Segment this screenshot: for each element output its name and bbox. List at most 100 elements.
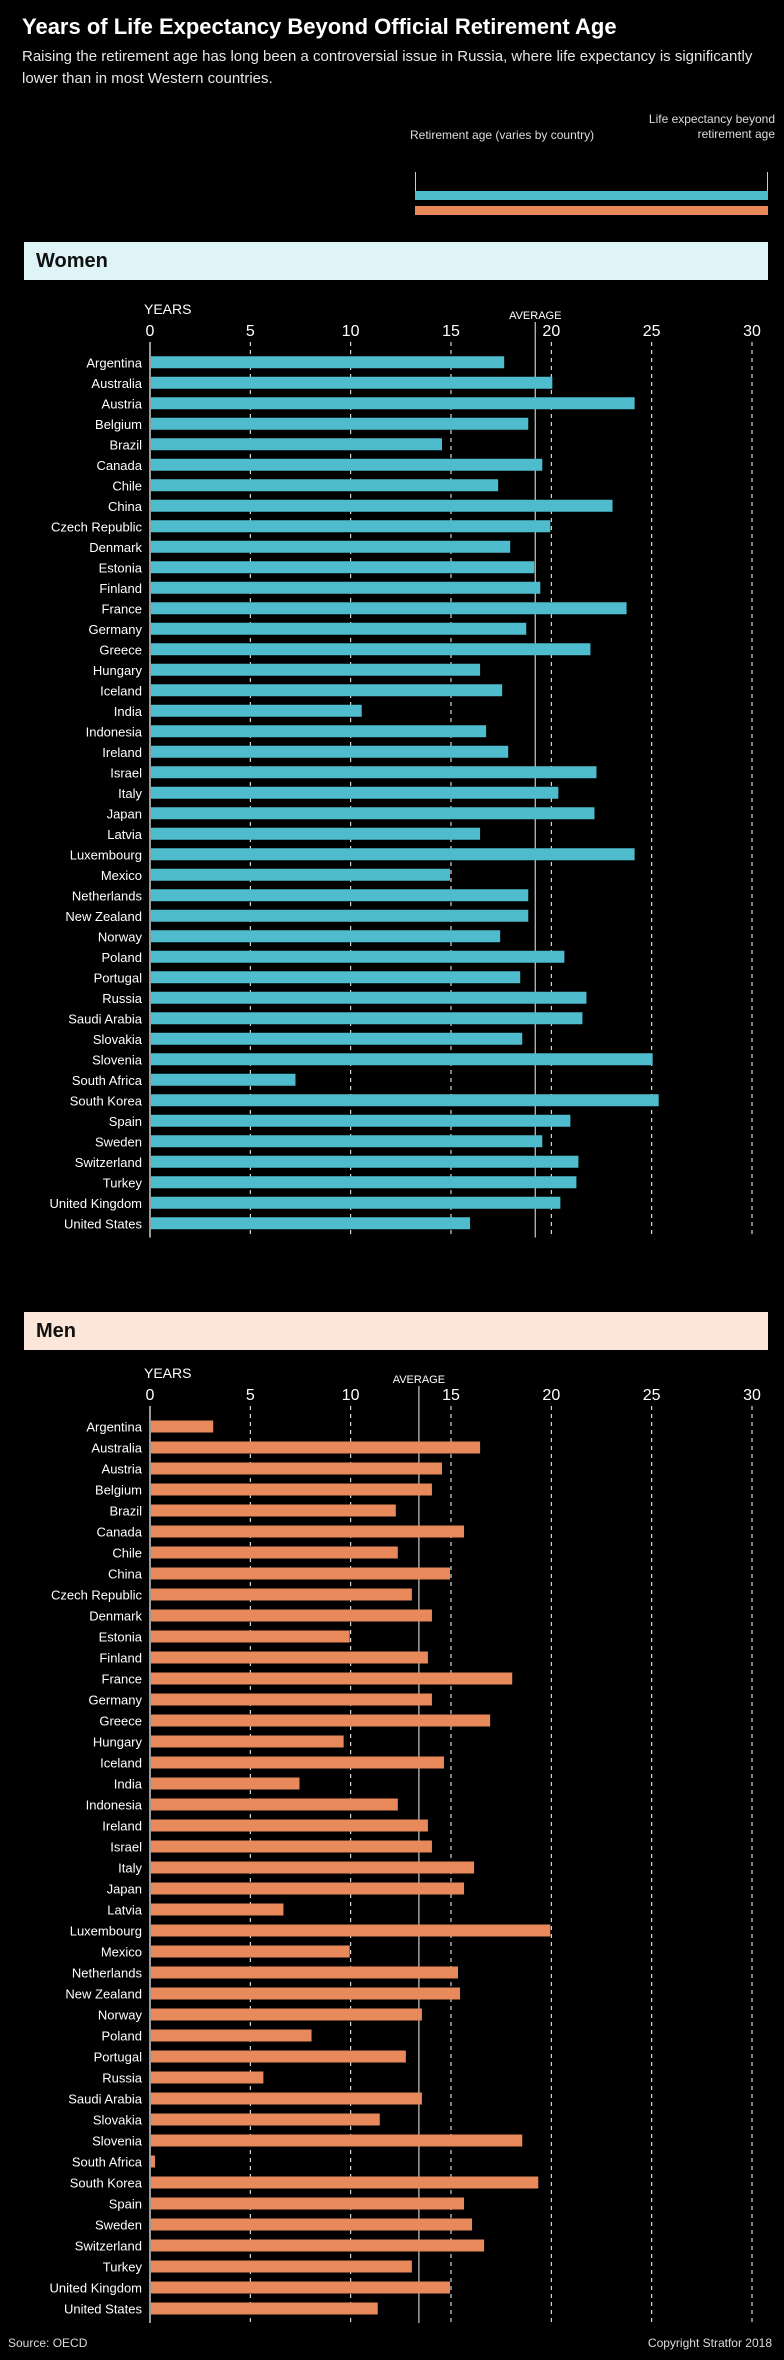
men-bar-iceland [151, 1756, 444, 1769]
women-bar-greece [151, 643, 591, 656]
men-bar-chile [151, 1546, 398, 1559]
men-label-ireland: Ireland [102, 1819, 142, 1834]
women-bar-czech-republic [151, 520, 551, 533]
men-bar-germany [151, 1693, 432, 1706]
women-label-mexico: Mexico [101, 868, 142, 883]
women-label-netherlands: Netherlands [72, 888, 143, 903]
men-bar-japan [151, 1882, 465, 1895]
women-label-latvia: Latvia [107, 827, 142, 842]
men-label-estonia: Estonia [99, 1630, 143, 1645]
men-label-norway: Norway [98, 2008, 143, 2023]
men-bar-south-korea [151, 2176, 539, 2189]
women-label-belgium: Belgium [95, 417, 142, 432]
men-bar-portugal [151, 2050, 406, 2063]
women-tick-label: 0 [146, 323, 155, 340]
women-bar-iceland [151, 684, 503, 697]
men-bar-argentina [151, 1420, 214, 1433]
men-bar-netherlands [151, 1966, 459, 1979]
women-bar-india [151, 704, 362, 717]
women-label-germany: Germany [89, 622, 143, 637]
women-bar-indonesia [151, 725, 487, 738]
women-label-estonia: Estonia [99, 560, 143, 575]
men-tick-label: 15 [442, 1387, 460, 1404]
men-bar-austria [151, 1462, 442, 1475]
men-bar-australia [151, 1441, 481, 1454]
women-label-denmark: Denmark [89, 540, 142, 555]
women-tick-label: 15 [442, 323, 460, 340]
women-label-united-kingdom: United Kingdom [50, 1196, 143, 1211]
men-bar-turkey [151, 2260, 412, 2273]
legend-women-bar [415, 191, 768, 200]
men-bar-china [151, 1567, 450, 1580]
women-label-new-zealand: New Zealand [65, 909, 142, 924]
women-bar-south-africa [151, 1073, 296, 1086]
women-bar-china [151, 499, 613, 512]
men-bar-chart: YEARS 0 5 10 15 20 25 30 AVERAGE Argentina Austral… [50, 1365, 761, 2323]
men-tick-label: 0 [146, 1387, 155, 1404]
men-label-mexico: Mexico [101, 1945, 142, 1960]
women-bar-denmark [151, 540, 511, 553]
men-bar-canada [151, 1525, 465, 1538]
women-bar-portugal [151, 971, 521, 984]
men-bar-switzerland [151, 2239, 485, 2252]
women-label-brazil: Brazil [109, 437, 142, 452]
men-label-united-kingdom: United Kingdom [50, 2281, 143, 2296]
men-average-label: AVERAGE [393, 1374, 445, 1386]
women-label-austria: Austria [102, 396, 143, 411]
women-bar-hungary [151, 663, 481, 676]
women-label-czech-republic: Czech Republic [51, 519, 143, 534]
women-bar-austria [151, 397, 635, 410]
men-bar-slovakia [151, 2113, 380, 2126]
men-label-finland: Finland [99, 1651, 142, 1666]
men-bar-brazil [151, 1504, 396, 1517]
men-label-switzerland: Switzerland [75, 2239, 142, 2254]
men-bar-new-zealand [151, 1987, 461, 2000]
men-axis-label: YEARS [144, 1365, 191, 1381]
women-label-greece: Greece [99, 642, 142, 657]
women-label-iceland: Iceland [100, 683, 142, 698]
women-label-turkey: Turkey [103, 1175, 143, 1190]
women-bar-mexico [151, 868, 450, 881]
women-label-france: France [102, 601, 142, 616]
legend-retirement-age-label: Retirement age (varies by country) [410, 128, 595, 142]
men-label-canada: Canada [96, 1525, 142, 1540]
women-bar-brazil [151, 438, 442, 451]
women-bar-netherlands [151, 889, 529, 902]
men-tick-label: 20 [542, 1387, 560, 1404]
women-bar-belgium [151, 417, 529, 430]
women-tick-label: 20 [542, 323, 560, 340]
men-label-italy: Italy [118, 1861, 142, 1876]
men-bar-russia [151, 2071, 264, 2084]
men-bar-france [151, 1672, 513, 1685]
women-bar-japan [151, 807, 595, 820]
men-label-chile: Chile [112, 1546, 142, 1561]
men-label-netherlands: Netherlands [72, 1966, 143, 1981]
men-label-argentina: Argentina [86, 1420, 142, 1435]
men-bar-mexico [151, 1945, 350, 1958]
men-bar-norway [151, 2008, 422, 2021]
men-bar-latvia [151, 1903, 284, 1916]
men-bar-united-states [151, 2302, 378, 2315]
men-label-belgium: Belgium [95, 1483, 142, 1498]
women-label-china: China [108, 499, 143, 514]
women-label-finland: Finland [99, 581, 142, 596]
women-label-italy: Italy [118, 786, 142, 801]
men-label-hungary: Hungary [93, 1735, 143, 1750]
men-bar-sweden [151, 2218, 473, 2231]
men-bar-czech-republic [151, 1588, 412, 1601]
women-tick-label: 10 [342, 323, 360, 340]
men-panel-header: Men [24, 1312, 768, 1350]
women-bar-switzerland [151, 1155, 579, 1168]
women-label-luxembourg: Luxembourg [70, 847, 142, 862]
women-bar-slovenia [151, 1053, 653, 1066]
women-label-chile: Chile [112, 478, 142, 493]
men-bar-ireland [151, 1819, 428, 1832]
women-bar-poland [151, 950, 565, 963]
women-bar-norway [151, 930, 501, 943]
women-bar-slovakia [151, 1032, 523, 1045]
women-panel-header: Women [24, 242, 768, 280]
men-label-saudi-arabia: Saudi Arabia [68, 2092, 142, 2107]
men-tick-label: 10 [342, 1387, 360, 1404]
women-axis-label: YEARS [144, 301, 191, 317]
women-label-japan: Japan [107, 806, 142, 821]
